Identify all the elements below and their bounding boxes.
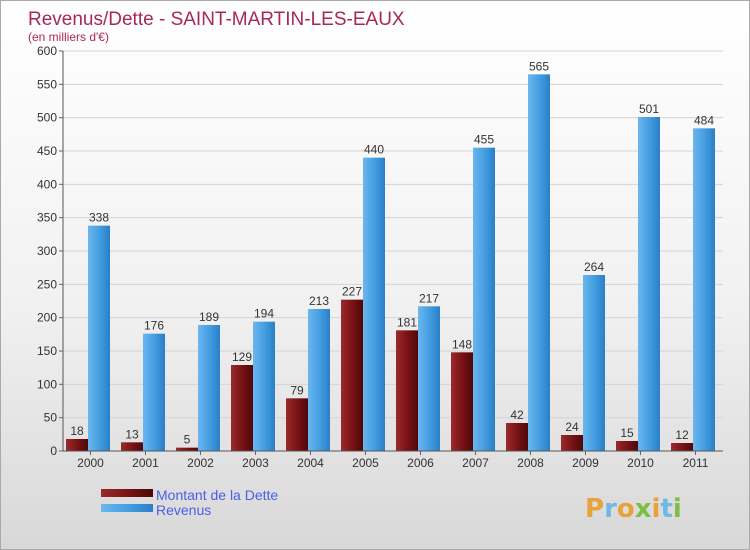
revenus-bar-2011: [693, 128, 715, 451]
debt-value-label: 12: [675, 428, 689, 442]
revenus-bar-2002: [198, 325, 220, 451]
y-tick-label: 0: [50, 444, 57, 458]
x-tick-label: 2002: [187, 456, 214, 470]
x-tick-label: 2008: [517, 456, 544, 470]
revenus-value-label: 455: [474, 133, 494, 147]
y-tick-label: 400: [37, 177, 57, 191]
y-tick-label: 550: [37, 77, 57, 91]
revenus-bar-2003: [253, 321, 275, 451]
legend-label-revenus: Revenus: [156, 502, 211, 518]
revenus-value-label: 176: [144, 319, 164, 333]
revenus-bar-2008: [528, 74, 550, 451]
y-tick-label: 500: [37, 111, 57, 125]
legend-label-debt: Montant de la Dette: [156, 487, 278, 503]
y-tick-label: 350: [37, 211, 57, 225]
x-tick-label: 2011: [683, 456, 709, 470]
debt-bar-2008: [506, 423, 528, 451]
revenus-bar-2004: [308, 309, 330, 451]
bars: [66, 74, 715, 451]
revenus-value-label: 440: [364, 143, 384, 157]
debt-value-label: 181: [397, 315, 417, 329]
revenus-value-label: 501: [639, 102, 659, 116]
y-tick-label: 300: [37, 244, 57, 258]
revenus-value-label: 213: [309, 294, 329, 308]
revenus-bar-2010: [638, 117, 660, 451]
axes: [62, 51, 723, 452]
chart-subtitle: (en milliers d'€): [28, 30, 109, 44]
debt-bar-2006: [396, 330, 418, 451]
y-tick-label: 200: [37, 311, 57, 325]
revenus-bar-2006: [418, 306, 440, 451]
revenus-value-label: 484: [694, 113, 714, 127]
x-tick-label: 2005: [352, 456, 379, 470]
debt-value-label: 15: [620, 426, 634, 440]
y-tick-label: 450: [37, 144, 57, 158]
debt-bar-2002: [176, 447, 198, 451]
revenus-value-label: 217: [419, 291, 439, 305]
x-tick-label: 2010: [627, 456, 654, 470]
debt-bar-2001: [121, 442, 143, 451]
x-tick-label: 2009: [572, 456, 599, 470]
proxiti-logo: Proxiti: [585, 494, 682, 524]
y-tick-label: 150: [37, 344, 57, 358]
debt-bar-2004: [286, 398, 308, 451]
x-tick-label: 2001: [132, 456, 159, 470]
x-tick-label: 2007: [462, 456, 489, 470]
y-tick-label: 100: [37, 377, 57, 391]
debt-bar-2005: [341, 299, 363, 451]
chart-title: Revenus/Dette - SAINT-MARTIN-LES-EAUX: [28, 9, 405, 30]
debt-bar-2007: [451, 352, 473, 451]
revenus-bar-2007: [473, 147, 495, 451]
y-tick-label: 250: [37, 277, 57, 291]
revenus-bar-2000: [88, 225, 110, 451]
legend-swatch-debt: [101, 489, 153, 497]
debt-value-label: 227: [342, 285, 362, 299]
x-tick-label: 2003: [242, 456, 269, 470]
debt-bar-2009: [561, 435, 583, 451]
x-axis-ticks: 2000 2001 2002 2003 2004 2005 2006 2007 2008 2009…: [77, 451, 709, 470]
revenus-value-label: 189: [199, 310, 219, 324]
debt-value-label: 129: [232, 350, 252, 364]
revenus-value-label: 565: [529, 59, 549, 73]
debt-value-label: 24: [565, 420, 579, 434]
debt-bar-2003: [231, 365, 253, 451]
debt-value-label: 18: [70, 424, 84, 438]
revenus-value-label: 264: [584, 260, 604, 274]
y-tick-label: 600: [37, 44, 57, 58]
y-tick-label: 50: [44, 411, 58, 425]
revenus-bar-2005: [363, 157, 385, 451]
debt-bar-2010: [616, 441, 638, 451]
debt-value-label: 79: [290, 383, 304, 397]
revenus-bar-2009: [583, 275, 605, 451]
revenus-bar-2001: [143, 333, 165, 451]
y-axis-ticks: 0 50 100 150 200 250 300 350 400 450 500 550 600: [37, 44, 63, 458]
debt-value-label: 42: [510, 408, 524, 422]
debt-value-label: 5: [184, 433, 191, 447]
debt-value-label: 13: [125, 427, 139, 441]
revenus-value-label: 338: [89, 211, 109, 225]
x-tick-label: 2004: [297, 456, 324, 470]
legend-swatch-revenus: [101, 504, 153, 512]
debt-bar-2000: [66, 439, 88, 451]
debt-bar-2011: [671, 443, 693, 451]
gridlines: [63, 50, 723, 452]
revenus-value-label: 194: [254, 307, 274, 321]
x-tick-label: 2006: [407, 456, 434, 470]
debt-value-label: 148: [452, 337, 472, 351]
x-tick-label: 2000: [77, 456, 104, 470]
legend: Montant de la Dette Revenus: [101, 487, 278, 518]
